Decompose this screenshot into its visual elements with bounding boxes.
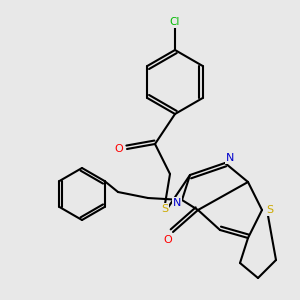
Text: N: N: [226, 153, 234, 163]
Text: Cl: Cl: [170, 17, 180, 27]
Text: S: S: [266, 205, 274, 215]
Text: N: N: [173, 198, 181, 208]
Text: S: S: [161, 204, 169, 214]
Text: O: O: [164, 235, 172, 245]
Text: O: O: [115, 144, 123, 154]
